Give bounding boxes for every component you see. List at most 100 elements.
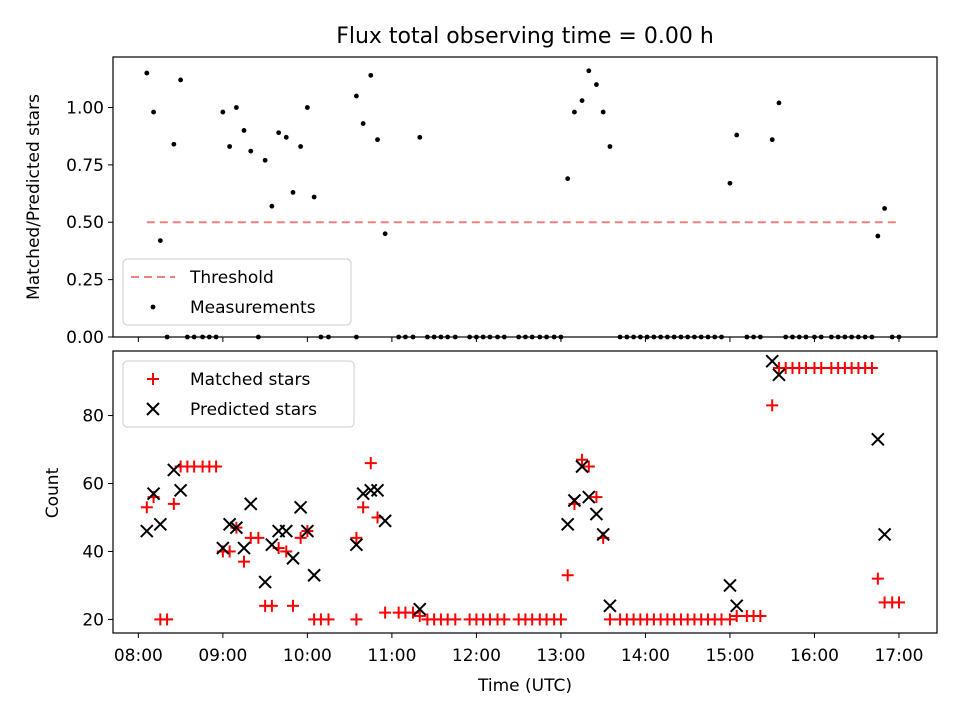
measurement-point [233, 105, 239, 110]
measurement-point [151, 109, 156, 115]
chart-title: Flux total observing time = 0.00 h [336, 24, 714, 49]
measurement-point [304, 105, 310, 110]
matched-star-point [590, 491, 603, 504]
measurement-point [276, 130, 282, 136]
count-plot-frame [112, 350, 938, 634]
predicted-stars-series [140, 354, 892, 616]
measurement-point [875, 233, 881, 239]
y-axis-ticks-count: 20 40 60 80 [82, 407, 113, 630]
legend-predicted-label: Predicted stars [190, 400, 317, 420]
matched-star-point [561, 569, 574, 582]
measurement-point [375, 137, 380, 143]
x-tick-label: 17:00 [874, 646, 923, 666]
x-tick-label: 15:00 [705, 646, 754, 666]
matched-star-point [237, 555, 250, 568]
predicted-star-point [222, 517, 237, 531]
predicted-star-point [146, 486, 161, 501]
legend-box [122, 258, 352, 326]
y-tick-label: 0.25 [66, 271, 104, 291]
y-tick-label: 0.75 [66, 156, 104, 176]
predicted-star-point [167, 463, 181, 477]
x-tick-label: 11:00 [367, 646, 416, 666]
matched-star-point [892, 596, 905, 609]
y-tick-label: 0.50 [66, 213, 104, 233]
measurement-point [157, 238, 163, 244]
matched-star-point [161, 613, 174, 626]
matched-star-point [357, 501, 370, 514]
y-tick-label: 0.00 [66, 328, 104, 348]
measurement-point [565, 176, 571, 182]
matched-star-point [554, 613, 567, 626]
matched-star-point [730, 610, 743, 623]
matched-star-point [865, 361, 878, 374]
predicted-star-point [307, 568, 321, 582]
measurement-point [241, 128, 247, 133]
matched-star-point [815, 361, 828, 374]
legend-predicted-swatch [146, 402, 160, 416]
predicted-star-point [237, 541, 251, 555]
legend-matched-label: Matched stars [190, 370, 310, 390]
legend-measurements-label: Measurements [190, 298, 316, 318]
predicted-star-point [356, 486, 370, 501]
predicted-star-point [567, 493, 582, 508]
predicted-star-point [300, 524, 315, 538]
measurement-point [311, 194, 317, 200]
predicted-star-point [153, 517, 168, 531]
measurement-point [572, 109, 577, 115]
measurement-point [269, 203, 275, 209]
predicted-star-point [413, 602, 427, 616]
measurement-point [227, 144, 233, 149]
legend-box [122, 360, 355, 428]
x-tick-label: 08:00 [114, 646, 163, 666]
measurement-point [360, 121, 366, 126]
predicted-star-point [265, 537, 279, 552]
predicted-star-point [229, 520, 244, 535]
legend-count: Matched stars Predicted stars [122, 360, 355, 428]
y-axis-label-ratio: Matched/Predicted stars [24, 94, 44, 300]
matched-star-point [350, 531, 363, 544]
measurement-point [579, 98, 585, 104]
matched-star-point [280, 545, 293, 558]
matched-star-point [265, 599, 278, 612]
x-axis-label: Time (UTC) [477, 676, 572, 696]
count-panel: Count Time (UTC) 20 40 60 80 08:00 09:00 10:0… [43, 350, 938, 696]
predicted-star-point [244, 497, 258, 511]
measurement-point [144, 70, 150, 76]
predicted-star-point [589, 507, 604, 521]
predicted-star-point [765, 354, 779, 368]
ratio-panel: Flux total observing time = 0.00 h Match… [24, 24, 938, 348]
y-axis-ticks-ratio: 0.00 0.25 0.50 0.75 1.00 [66, 98, 113, 348]
matched-star-point [766, 399, 779, 412]
predicted-star-point [173, 483, 188, 498]
measurement-point [727, 180, 733, 186]
matched-star-point [140, 501, 153, 514]
predicted-star-point [560, 517, 575, 531]
x-tick-label: 10:00 [283, 646, 332, 666]
predicted-star-point [871, 432, 885, 447]
predicted-star-point [293, 500, 308, 514]
predicted-star-point [603, 599, 617, 613]
measurement-point [607, 144, 613, 149]
measurement-point [600, 109, 606, 115]
measurement-point [353, 93, 359, 99]
matched-star-point [582, 460, 595, 473]
matched-star-point [754, 610, 767, 623]
matched-star-point [364, 457, 377, 470]
matched-star-point [350, 613, 363, 626]
predicted-star-point [582, 490, 596, 504]
legend-matched-swatch [147, 373, 159, 385]
measurement-point [382, 231, 388, 237]
predicted-star-point [258, 575, 272, 589]
ratio-plot-frame [112, 56, 938, 338]
matched-star-point [449, 613, 462, 626]
matched-star-point [167, 497, 180, 510]
x-tick-label: 13:00 [536, 646, 585, 666]
predicted-star-point [575, 459, 589, 474]
measurement-point [769, 137, 775, 143]
x-tick-label: 16:00 [790, 646, 839, 666]
predicted-star-point [140, 524, 154, 538]
measurement-point [283, 134, 289, 140]
y-tick-label: 20 [82, 610, 104, 630]
measurement-point [586, 68, 592, 74]
